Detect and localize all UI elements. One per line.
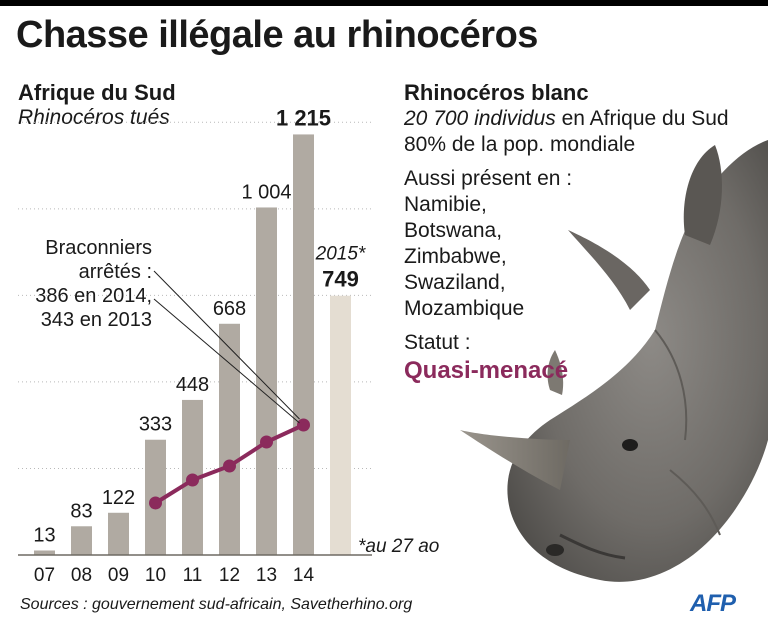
annotation-line: 386 en 2014, [35, 285, 152, 307]
sources-note: Sources : gouvernement sud-africain, Sav… [20, 596, 413, 613]
annotation-leader [153, 298, 300, 424]
species-info: Rhinocéros blanc 20 700 individus en Afr… [404, 80, 744, 384]
chart-metric-label: Rhinocéros tués [18, 106, 170, 129]
data-label: 83 [70, 500, 92, 522]
top-bar [0, 0, 768, 6]
annotation-line: 343 en 2013 [41, 309, 152, 331]
tick-label: 2015* [315, 244, 366, 265]
bar [34, 550, 55, 555]
data-label: 668 [213, 298, 246, 320]
page-title: Chasse illégale au rhinocéros [16, 14, 538, 56]
data-label: 749 [322, 267, 359, 292]
tick-label: 12 [219, 565, 240, 586]
status-label: Statut : [404, 331, 471, 354]
data-label: 448 [176, 374, 209, 396]
country-item: Namibie, [404, 193, 487, 216]
country-item: Mozambique [404, 297, 525, 320]
population-line: 20 700 individus en Afrique du Sud [404, 106, 744, 132]
bar [71, 526, 92, 555]
tick-label: 11 [183, 565, 203, 586]
tick-label: 10 [145, 565, 166, 586]
status-value: Quasi-menacé [404, 357, 569, 384]
population-count: 20 700 individus [404, 107, 556, 130]
tick-label: 09 [108, 565, 129, 586]
annotation-line: arrêtés : [79, 261, 152, 283]
chart-region-label: Afrique du Sud [18, 80, 176, 105]
arrests-point [297, 418, 310, 432]
data-label: 1 215 [276, 105, 331, 130]
tick-label: 07 [34, 565, 55, 586]
species-heading: Rhinocéros blanc [404, 80, 589, 105]
also-present-label: Aussi présent en : [404, 167, 573, 190]
afp-logo: AFP [690, 590, 736, 617]
arrests-point [223, 459, 236, 473]
tick-label: 08 [71, 565, 92, 586]
chart-footnote: *au 27 août [358, 536, 440, 557]
tick-label: 14 [293, 565, 315, 586]
arrests-point [186, 473, 199, 487]
arrests-point [149, 496, 162, 510]
annotation-line: Braconniers [45, 237, 152, 259]
rhino-head-icon [460, 140, 768, 582]
arrests-point [260, 435, 273, 449]
bar [330, 295, 351, 555]
data-label: 13 [33, 525, 55, 547]
bar [256, 207, 277, 555]
bar [108, 512, 129, 555]
country-item: Swaziland, [404, 271, 506, 294]
tick-label: 13 [256, 565, 277, 586]
country-item: Zimbabwe, [404, 245, 507, 268]
country-item: Botswana, [404, 219, 503, 242]
annotation-leader [153, 270, 300, 420]
country-list: Namibie, Botswana, Zimbabwe, Swaziland, … [404, 192, 744, 322]
bar [293, 134, 314, 555]
bar-chart: 13 07 83 08 122 09 333 10 448 11 668 12 1 004 13 1 215… [18, 105, 440, 586]
data-label: 122 [102, 487, 135, 509]
population-place: en Afrique du Sud [555, 107, 729, 130]
world-share: 80% de la pop. mondiale [404, 133, 636, 156]
bar [219, 323, 240, 555]
data-label: 333 [139, 414, 172, 436]
data-label: 1 004 [241, 181, 291, 203]
